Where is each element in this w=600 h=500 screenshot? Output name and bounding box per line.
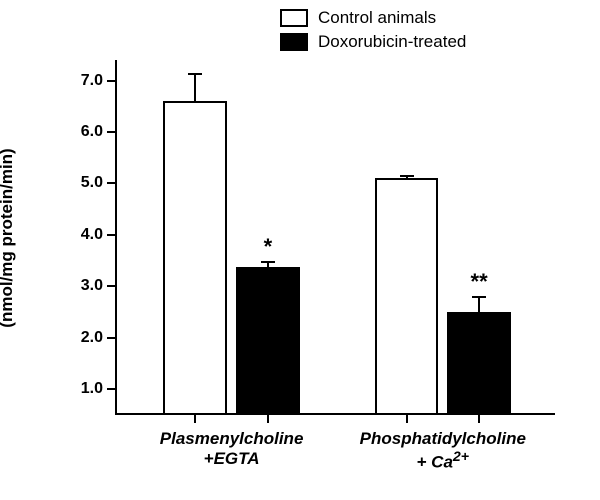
bar-pc-dox: [447, 312, 511, 415]
y-axis-title: Membrane-associated PLA2 activity (nmol/…: [0, 58, 18, 418]
bar-plasmenyl-control: [163, 101, 227, 415]
x-group-label: Plasmenylcholine +EGTA: [122, 429, 342, 470]
legend-swatch: [280, 33, 308, 51]
x-tick: [194, 415, 196, 423]
y-tick-label: 7.0: [81, 72, 103, 90]
y-tick: [107, 388, 115, 390]
errorbar-cap: [472, 296, 486, 298]
y-tick-label: 1.0: [81, 380, 103, 398]
y-tick-label: 2.0: [81, 329, 103, 347]
y-tick: [107, 80, 115, 82]
x-group-label: Phosphatidylcholine+ Ca2+: [333, 429, 553, 473]
legend: Control animals Doxorubicin-treated: [280, 8, 466, 56]
y-tick: [107, 234, 115, 236]
bar-pc-control: [375, 178, 439, 415]
errorbar: [194, 74, 196, 101]
legend-label: Control animals: [318, 8, 436, 28]
legend-item: Doxorubicin-treated: [280, 32, 466, 52]
chart-figure: Membrane-associated PLA2 activity (nmol/…: [0, 0, 600, 500]
y-tick: [107, 131, 115, 133]
y-tick: [107, 337, 115, 339]
plot-area: ***: [115, 60, 555, 415]
y-axis-line: [115, 60, 117, 415]
x-tick: [406, 415, 408, 423]
y-tick: [107, 285, 115, 287]
errorbar-cap: [188, 73, 202, 75]
bar-plasmenyl-dox: [236, 267, 300, 415]
significance-marker: *: [264, 234, 273, 260]
errorbar-cap: [261, 261, 275, 263]
legend-label: Doxorubicin-treated: [318, 32, 466, 52]
legend-swatch: [280, 9, 308, 27]
errorbar: [478, 297, 480, 312]
errorbar-cap: [400, 175, 414, 177]
y-tick-label: 3.0: [81, 277, 103, 295]
significance-marker: **: [471, 269, 488, 295]
x-tick: [478, 415, 480, 423]
y-tick-label: 5.0: [81, 174, 103, 192]
y-tick: [107, 182, 115, 184]
x-tick: [267, 415, 269, 423]
y-tick-label: 6.0: [81, 123, 103, 141]
legend-item: Control animals: [280, 8, 466, 28]
y-tick-label: 4.0: [81, 226, 103, 244]
